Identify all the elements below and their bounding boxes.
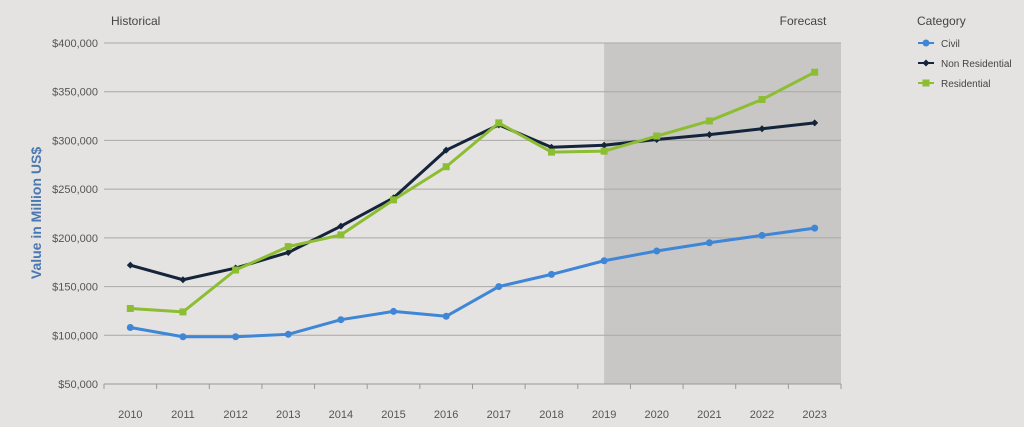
legend-label: Non Residential [941,59,1012,70]
data-point-residential [232,266,240,274]
x-tick-label: 2020 [645,409,669,421]
y-tick-label: $150,000 [52,282,98,294]
data-point-non-residential [179,276,187,284]
legend-swatch-marker [922,79,930,87]
data-point-residential [442,163,450,171]
x-tick-label: 2013 [276,409,300,421]
legend-swatch-marker [922,59,930,67]
data-point-civil [547,270,555,278]
forecast-shaded-region [604,43,841,384]
data-point-civil [495,283,503,291]
data-point-civil [811,224,819,232]
data-point-non-residential [758,125,766,133]
legend: Category Civil Non Residential Residential [917,14,1012,90]
y-tick-label: $50,000 [58,379,98,391]
x-tick-label: 2017 [487,409,511,421]
legend-item-civil: Civil [918,39,960,50]
data-point-civil [126,323,134,331]
data-point-civil [390,307,398,315]
data-point-residential [758,96,766,104]
series-line-civil [130,226,815,339]
x-tick-label: 2018 [539,409,563,421]
series-group [126,68,819,341]
y-tick-label: $350,000 [52,87,98,99]
historical-label: Historical [111,14,160,28]
y-tick-label: $200,000 [52,233,98,245]
legend-title: Category [917,14,966,28]
y-tick-label: $100,000 [52,330,98,342]
x-tick-label: 2016 [434,409,458,421]
legend-item-residential: Residential [918,79,990,90]
y-tick-label: $300,000 [52,135,98,147]
x-tick-label: 2015 [381,409,405,421]
data-point-residential [495,119,503,127]
legend-item-non-residential: Non Residential [918,59,1012,70]
legend-swatch-marker [922,39,930,47]
data-point-civil [337,316,345,324]
data-point-residential [390,196,398,204]
x-tick-label: 2010 [118,409,142,421]
data-point-non-residential [337,222,345,230]
x-tick-label: 2022 [750,409,774,421]
legend-label: Civil [941,39,960,50]
data-point-residential [705,117,713,125]
x-tick-label: 2021 [697,409,721,421]
forecast-label: Forecast [780,14,827,28]
data-point-residential [284,243,292,251]
axes: $50,000 $100,000 $150,000 $200,000 $250,000 $… [52,38,842,421]
y-axis-label: Value in Million US$ [28,147,44,279]
grid [104,42,841,336]
data-point-civil [758,231,766,239]
x-tick-label: 2014 [329,409,353,421]
data-point-non-residential [442,146,450,154]
data-point-non-residential [705,131,713,139]
data-point-civil [653,247,661,255]
legend-label: Residential [941,79,990,90]
data-point-civil [232,333,240,341]
x-tick-label: 2023 [802,409,826,421]
data-point-non-residential [126,261,134,269]
data-point-residential [811,68,819,76]
data-point-residential [179,308,187,316]
data-point-non-residential [284,248,292,256]
data-point-residential [126,304,134,312]
x-tick-label: 2012 [223,409,247,421]
data-point-civil [284,330,292,338]
x-tick-label: 2019 [592,409,616,421]
data-point-residential [653,132,661,140]
series-civil [126,224,819,341]
data-point-civil [705,239,713,247]
data-point-residential [337,231,345,239]
data-point-residential [600,147,608,155]
series-line-residential [130,70,816,314]
data-point-civil [442,312,450,320]
y-tick-label: $250,000 [52,184,98,196]
data-point-civil [600,257,608,265]
data-point-non-residential [811,119,819,127]
series-residential [126,68,819,316]
data-point-civil [179,333,187,341]
y-tick-label: $400,000 [52,38,98,50]
x-tick-label: 2011 [171,409,195,421]
data-point-non-residential [600,141,608,149]
data-point-residential [547,148,555,156]
